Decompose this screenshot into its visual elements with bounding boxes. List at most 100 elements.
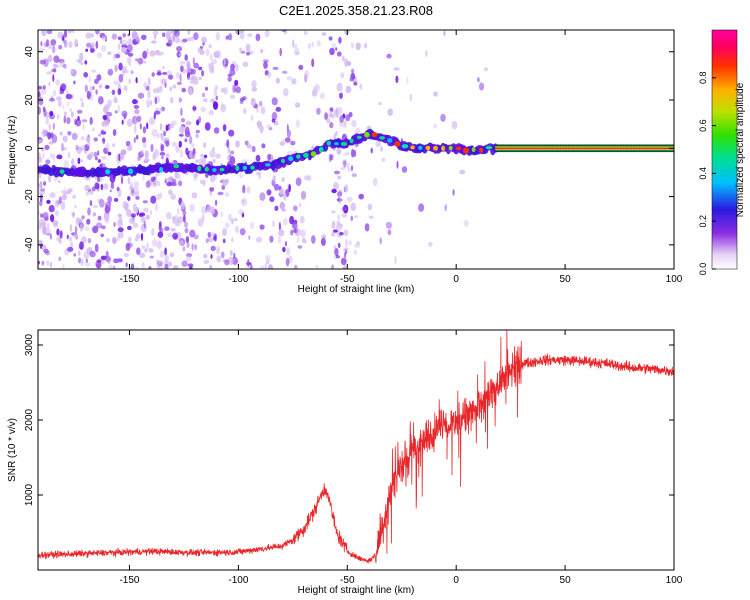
spectrogram-noise-point bbox=[338, 198, 342, 205]
spectrogram-noise-point bbox=[283, 87, 289, 97]
spectrogram-noise-point bbox=[67, 188, 73, 193]
spectrogram-noise-point bbox=[209, 264, 213, 269]
spectrogram-noise-point bbox=[295, 51, 300, 55]
x-tick-label: -150 bbox=[119, 274, 139, 285]
spectrogram-noise-point bbox=[43, 248, 49, 254]
spectrogram-noise-point bbox=[224, 259, 230, 266]
spectrogram-noise-point bbox=[39, 200, 43, 207]
spectrogram-noise-point bbox=[75, 118, 82, 127]
spectrogram-noise-point bbox=[333, 253, 336, 260]
spectrogram-x-ticks: -150 -100 -50 0 50 100 bbox=[119, 30, 683, 285]
spectrogram-noise-point bbox=[224, 191, 230, 198]
spectrogram-noise-point bbox=[231, 218, 234, 225]
spectrogram-noise-point bbox=[39, 59, 46, 65]
spectrogram-noise-point bbox=[344, 58, 349, 67]
spectrogram-noise-point bbox=[272, 66, 279, 70]
spectrogram-noise-point bbox=[167, 39, 173, 45]
spectrogram-noise-point bbox=[331, 220, 336, 229]
spectrogram-noise-point bbox=[347, 60, 350, 65]
spectrogram-noise-point bbox=[293, 205, 298, 212]
spectrogram-noise-point bbox=[156, 240, 162, 250]
spectrogram-noise-point bbox=[113, 80, 120, 86]
spectrogram-noise-point bbox=[250, 114, 254, 121]
spectrogram-noise-point bbox=[127, 38, 133, 45]
spectrogram-noise-point bbox=[40, 41, 43, 47]
spectrogram-noise-point bbox=[92, 225, 99, 234]
spectrogram-noise-point bbox=[295, 119, 300, 128]
spectrogram-noise-point bbox=[235, 86, 241, 94]
spectrogram-noise-point bbox=[142, 126, 146, 134]
y-tick-label: 20 bbox=[24, 94, 35, 106]
spectrogram-noise-point bbox=[139, 123, 142, 130]
x-tick-label: -100 bbox=[228, 575, 248, 586]
spectrogram-noise-point bbox=[52, 63, 58, 68]
spectrogram-noise-point bbox=[95, 40, 99, 49]
spectrogram-peak-point bbox=[433, 145, 438, 151]
spectrogram-noise-point bbox=[66, 101, 70, 107]
spectrogram-noise-point bbox=[62, 104, 65, 109]
spectrogram-peak-point bbox=[441, 145, 446, 151]
spectrogram-noise-point bbox=[127, 196, 131, 201]
spectrogram-noise-point bbox=[178, 53, 182, 57]
spectrogram-noise-point bbox=[349, 77, 354, 82]
x-tick-label: 100 bbox=[666, 274, 683, 285]
spectrogram-noise-point bbox=[63, 30, 68, 38]
spectrogram-noise-point bbox=[248, 235, 251, 240]
spectrogram-noise-point bbox=[93, 137, 98, 142]
spectrogram-noise-point bbox=[39, 173, 42, 179]
spectrogram-noise-point bbox=[222, 124, 227, 132]
spectrogram-noise-point bbox=[172, 84, 177, 89]
spectrogram-noise-point bbox=[264, 255, 271, 261]
spectrogram-noise-point bbox=[195, 159, 199, 163]
spectrogram-peak-point bbox=[303, 152, 309, 158]
spectrogram-noise-point bbox=[241, 199, 245, 204]
spectrogram-noise-point bbox=[433, 123, 438, 129]
spectrogram-noise-point bbox=[379, 237, 383, 245]
spectrogram-noise-point bbox=[193, 172, 198, 182]
spectrogram-noise-point bbox=[239, 47, 242, 53]
spectrogram-noise-point bbox=[54, 199, 60, 208]
spectrogram-noise-point bbox=[239, 173, 243, 179]
spectrogram-noise-point bbox=[264, 262, 268, 268]
figure-title: C2E1.2025.358.21.23.R08 bbox=[279, 3, 433, 18]
spectrogram-noise-point bbox=[225, 35, 230, 40]
spectrogram-noise-point bbox=[208, 44, 212, 49]
spectrogram-peak-point bbox=[418, 145, 423, 150]
spectrogram-noise-point bbox=[62, 147, 67, 151]
spectrogram-noise-point bbox=[181, 260, 188, 268]
spectrogram-noise-point bbox=[61, 201, 66, 211]
spectrogram-noise-point bbox=[243, 107, 247, 115]
spectrogram-noise-point bbox=[142, 50, 148, 60]
snr-series-line bbox=[38, 330, 674, 564]
spectrogram-noise-point bbox=[101, 225, 106, 230]
spectrogram-noise-point bbox=[134, 124, 137, 134]
spectrogram-noise-point bbox=[145, 180, 151, 189]
spectrogram-noise-point bbox=[149, 255, 154, 259]
spectrogram-noise-point bbox=[77, 116, 80, 121]
spectrogram-noise-point bbox=[242, 61, 249, 67]
spectrogram-noise-point bbox=[190, 68, 196, 75]
spectrogram-noise-point bbox=[110, 181, 115, 190]
spectrogram-noise-point bbox=[146, 122, 149, 130]
spectrogram-noise-point bbox=[214, 85, 218, 90]
spectrogram-noise-point bbox=[106, 111, 113, 117]
spectrogram-noise-point bbox=[89, 151, 95, 157]
spectrogram-noise-point bbox=[52, 74, 55, 82]
spectrogram-peak-point bbox=[250, 165, 255, 170]
spectrogram-noise-point bbox=[42, 106, 46, 113]
spectrogram-noise-point bbox=[251, 87, 258, 92]
spectrogram-noise-point bbox=[179, 73, 182, 83]
spectrogram-noise-point bbox=[77, 250, 81, 256]
spectrogram-noise-point bbox=[92, 86, 95, 91]
spectrogram-noise-point bbox=[212, 158, 216, 164]
spectrogram-peak-point bbox=[265, 163, 271, 167]
x-tick-label: 100 bbox=[666, 575, 683, 586]
spectrogram-noise-point bbox=[223, 86, 228, 95]
spectrogram-noise-point bbox=[137, 57, 143, 65]
spectrogram-noise-point bbox=[210, 231, 215, 238]
spectrogram-noise-point bbox=[46, 39, 49, 47]
spectrogram-noise-point bbox=[61, 142, 64, 152]
spectrogram-noise-point bbox=[135, 233, 141, 239]
spectrogram-noise-point bbox=[161, 155, 164, 160]
spectrogram-noise-point bbox=[336, 51, 342, 57]
